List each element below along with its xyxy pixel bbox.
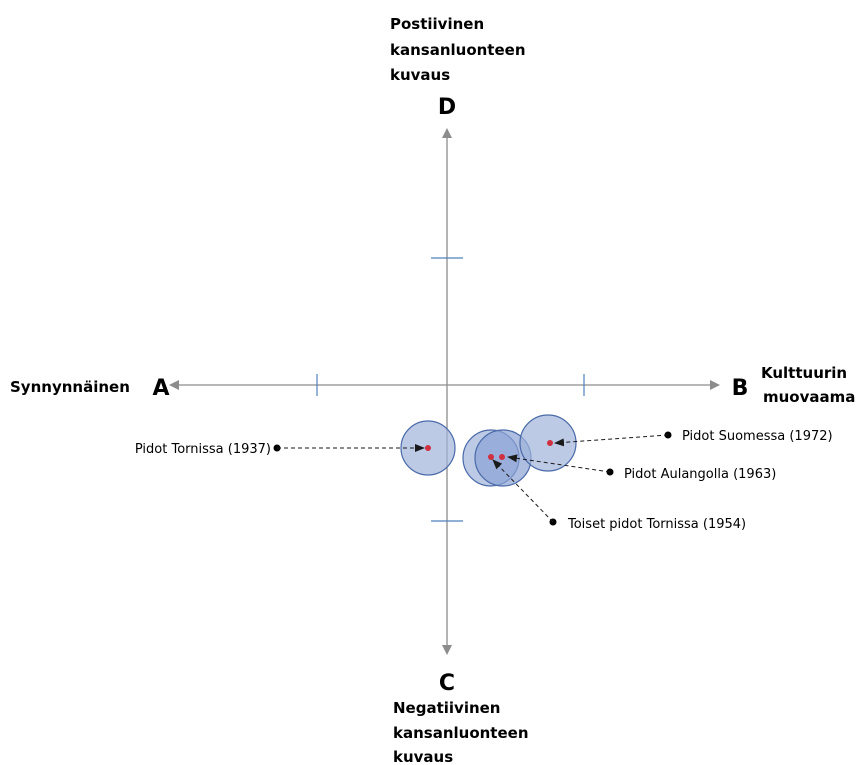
pole-c-label-line-3: kuvaus	[393, 748, 453, 765]
pole-d-label: Postiivinen kansanluonteen kuvaus	[390, 15, 526, 84]
pole-b-letter: B	[732, 376, 749, 401]
callout-line	[507, 454, 611, 473]
callout-line	[492, 459, 554, 523]
pole-d-label-line-2: kansanluonteen	[390, 41, 526, 59]
pole-d-letter: D	[438, 95, 456, 120]
callout-line	[554, 434, 669, 447]
pole-d-label-line-1: Postiivinen	[390, 15, 484, 33]
pole-b-label-line-1: Kulttuurin	[761, 364, 847, 382]
pole-d-label-line-3: kuvaus	[390, 66, 450, 84]
pole-b-label: Kulttuurin muovaama	[761, 364, 855, 406]
callout-aulangolla-1963: Pidot Aulangolla (1963)	[507, 454, 776, 482]
pole-a-label: Synnynnäinen	[10, 378, 130, 396]
dot-suomessa-1972	[547, 440, 553, 446]
callout-label: Toiset pidot Tornissa (1954)	[567, 517, 746, 532]
callout-suomessa-1972: Pidot Suomessa (1972)	[554, 429, 833, 447]
dot-tornissa-1937	[425, 445, 431, 451]
callout-label: Pidot Tornissa (1937)	[135, 442, 271, 457]
pole-a-letter: A	[152, 376, 169, 401]
pole-c-label: Negatiivinen kansanluonteen kuvaus	[393, 699, 529, 765]
dot-aulangolla-1963	[488, 454, 494, 460]
callout-tornissa-1937: Pidot Tornissa (1937)	[135, 442, 425, 457]
dot-toiset-tornissa-1954	[499, 454, 505, 460]
pole-c-letter: C	[439, 671, 455, 696]
pole-c-label-line-1: Negatiivinen	[393, 699, 501, 717]
callout-label: Pidot Aulangolla (1963)	[624, 467, 776, 482]
pole-b-label-line-2: muovaama	[763, 388, 855, 406]
callout-label: Pidot Suomessa (1972)	[682, 429, 833, 444]
event-dots	[425, 440, 553, 460]
pole-c-label-line-2: kansanluonteen	[393, 724, 529, 742]
callout-toiset-tornissa-1954: Toiset pidot Tornissa (1954)	[492, 459, 746, 532]
